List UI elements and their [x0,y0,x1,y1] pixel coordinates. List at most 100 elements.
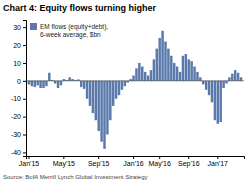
y-tick-mark [23,27,26,28]
bar [109,81,111,120]
x-tick: May'15 [53,156,75,168]
bar [156,49,158,81]
bar [219,81,221,122]
x-tick-mark [133,156,134,159]
bar [222,81,224,88]
bar [42,81,44,88]
y-tick: -40 [11,149,26,156]
bar [89,81,91,106]
bar [170,56,172,81]
x-tick: May'16 [149,156,171,168]
x-tick: Jan'15 [19,156,40,167]
y-tick-mark [23,152,26,153]
bar [115,81,117,99]
x-tick-mark [217,156,218,159]
bar [124,81,126,86]
y-tick-mark [23,99,26,100]
y-tick-label: 30 [13,24,21,31]
x-tick-label: May'16 [149,160,171,168]
y-axis-line [23,21,27,157]
x-tick-label: Sep'15 [88,160,110,168]
y-tick: 30 [13,24,26,31]
bar [225,81,227,84]
y-tick-label: 0 [17,78,21,85]
bar [202,81,204,85]
bar [95,81,97,120]
bar [97,81,99,131]
bar [39,81,41,88]
x-axis-line [27,157,245,160]
bar [135,68,137,81]
bar [147,75,149,80]
bar [28,81,30,85]
bar [54,81,56,84]
y-tick-mark [23,45,26,46]
bar [34,81,36,87]
bar [190,61,192,81]
bar [176,67,178,81]
bar [45,81,47,86]
source: Source: BofA Merrill Lynch Global Invest… [3,174,148,180]
x-tick-mark [159,156,160,159]
legend-swatch [30,23,37,30]
bar [83,81,85,89]
x-tick: Jan'17 [208,156,229,167]
bar [132,75,134,80]
bar [214,81,216,120]
bar [118,81,120,95]
y-tick-mark [23,135,26,136]
y-tick: 20 [13,42,26,49]
bar [80,81,82,87]
bar [199,77,201,81]
bar [240,77,242,81]
bar [86,81,88,99]
x-tick-label: Sep'16 [178,160,200,168]
y-tick-label: -10 [11,95,21,102]
bar [92,81,94,113]
bar [31,81,33,86]
bar [179,72,181,81]
bar [161,31,163,81]
bar [173,63,175,81]
x-tick: Sep'16 [178,156,200,168]
bar [182,56,184,81]
x-tick-label: Jan'16 [123,160,144,167]
y-tick: 0 [17,78,26,85]
bar [103,81,105,149]
bar [208,81,210,95]
bar [196,72,198,81]
y-tick: -20 [11,113,26,120]
bar [234,70,236,81]
y-tick-label: -20 [11,113,21,120]
y-tick-mark [23,63,26,64]
bar [237,73,239,81]
bar [60,81,62,85]
bar [36,81,38,85]
bar [48,73,50,81]
bar [167,49,169,81]
y-tick: 10 [13,60,26,67]
bar [121,81,123,90]
legend-label: EM flows (equity+debt),6-week average, $… [40,23,108,39]
bar [185,54,187,81]
y-axis: -40 -30 -20 -10 0 10 20 30 [11,21,27,157]
x-tick-label: Jan'15 [19,160,40,167]
y-tick-label: 10 [13,60,21,67]
bar [106,81,108,135]
x-tick-mark [98,156,99,159]
bar [205,81,207,90]
bar [138,63,140,81]
bar [141,67,143,81]
bar [228,77,230,81]
y-tick: -10 [11,95,26,102]
bar [193,67,195,81]
bar [150,70,152,81]
y-tick-mark [23,117,26,118]
bar [211,81,213,102]
bar [100,81,102,142]
bar [153,59,155,80]
bar [188,59,190,80]
y-tick: -30 [11,131,26,138]
y-tick-label: -40 [11,149,21,156]
x-tick: Jan'16 [123,156,144,167]
